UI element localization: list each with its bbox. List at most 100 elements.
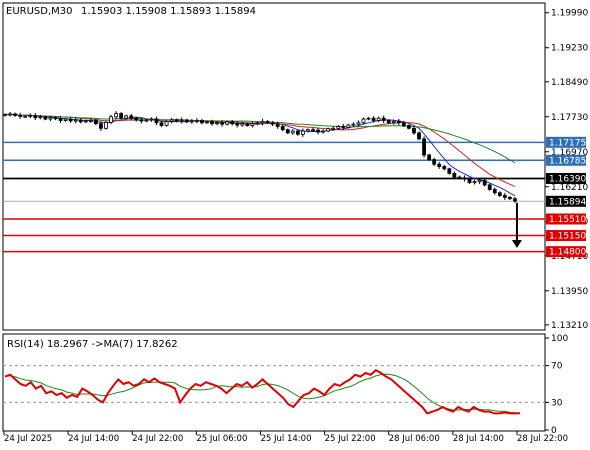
candle-body bbox=[513, 198, 517, 202]
time-axis-label: 28 Jul 06:00 bbox=[389, 434, 440, 444]
candle-body bbox=[220, 122, 225, 125]
time-axis-label: 28 Jul 22:00 bbox=[517, 434, 568, 444]
candle-body bbox=[164, 120, 169, 126]
time-axis-label: 24 Jul 14:00 bbox=[68, 434, 119, 444]
candle-body bbox=[487, 184, 492, 190]
level-label: 1.14800 bbox=[549, 248, 586, 258]
candle-body bbox=[341, 126, 346, 128]
candle-body bbox=[23, 115, 28, 118]
time-axis-label: 25 Jul 22:00 bbox=[325, 434, 376, 444]
candle-body bbox=[452, 173, 457, 178]
rsi-axis-label: 70 bbox=[551, 362, 563, 372]
level-label-box bbox=[546, 230, 586, 242]
candle-body bbox=[189, 120, 194, 123]
candle-body bbox=[18, 115, 23, 117]
candle-body bbox=[275, 123, 280, 127]
ma-slow-line bbox=[4, 113, 516, 164]
ma-fast-line bbox=[4, 113, 516, 197]
rsi-line bbox=[4, 368, 521, 415]
candle-body bbox=[154, 118, 159, 124]
candle-body bbox=[230, 121, 235, 125]
candle-body bbox=[316, 129, 320, 133]
candle-body bbox=[68, 118, 73, 122]
candle-body bbox=[295, 130, 300, 135]
rsi-panel-frame bbox=[2, 333, 546, 432]
candle-body bbox=[422, 138, 426, 156]
candle-body bbox=[200, 120, 204, 124]
candle-body bbox=[119, 113, 124, 119]
candle-body bbox=[270, 122, 275, 125]
candle-body bbox=[109, 116, 113, 123]
price-axis-label: 1.13210 bbox=[551, 321, 588, 331]
candle-body bbox=[78, 119, 83, 123]
candle-body bbox=[250, 123, 255, 126]
candle-body bbox=[427, 154, 432, 160]
candle-body bbox=[3, 114, 7, 116]
level-label-box bbox=[546, 195, 586, 207]
candle-body bbox=[174, 119, 179, 122]
rsi-axis-label: 0 bbox=[551, 426, 557, 436]
candle-body bbox=[306, 129, 310, 132]
candle-body bbox=[104, 121, 108, 129]
candle-body bbox=[48, 117, 53, 120]
candle-body bbox=[255, 122, 260, 125]
projection-arrow-head bbox=[511, 239, 522, 248]
candle-body bbox=[280, 126, 285, 131]
price-axis-label: 1.17730 bbox=[551, 113, 588, 123]
candle-body bbox=[215, 122, 219, 125]
price-axis-label: 1.18490 bbox=[551, 78, 588, 88]
price-axis-label: 1.16210 bbox=[551, 183, 588, 193]
candle-body bbox=[225, 121, 230, 125]
candle-body bbox=[184, 119, 189, 123]
candle-body bbox=[33, 115, 38, 119]
candle-body bbox=[407, 125, 411, 129]
candle-body bbox=[260, 120, 265, 124]
candle-body bbox=[311, 129, 315, 132]
candle-body bbox=[361, 118, 366, 124]
candle-body bbox=[144, 119, 149, 122]
candle-body bbox=[396, 120, 401, 124]
candle-body bbox=[376, 117, 381, 121]
price-axis-label: 1.19230 bbox=[551, 44, 588, 54]
candle-body bbox=[417, 132, 421, 140]
candle-body bbox=[351, 123, 356, 126]
candle-body bbox=[114, 113, 118, 118]
candle-body bbox=[159, 122, 164, 126]
candle-body bbox=[336, 126, 341, 129]
candle-body bbox=[88, 120, 93, 122]
candle-body bbox=[391, 120, 396, 124]
price-axis-label: 1.13950 bbox=[551, 287, 588, 297]
candle-body bbox=[326, 128, 331, 132]
time-axis-label: 24 Jul 22:00 bbox=[132, 434, 183, 444]
candle-body bbox=[38, 116, 43, 119]
candle-body bbox=[139, 119, 144, 122]
level-label-box bbox=[546, 154, 586, 166]
candle-body bbox=[63, 118, 68, 121]
price-panel-frame bbox=[2, 2, 546, 331]
candle-body bbox=[83, 120, 88, 123]
candle-body bbox=[235, 123, 240, 126]
chart-symbol: EURUSD,M30 bbox=[6, 6, 72, 17]
ma-mid-line bbox=[4, 113, 516, 188]
candle-body bbox=[53, 117, 58, 120]
candle-body bbox=[129, 115, 134, 119]
candle-body bbox=[179, 119, 184, 122]
candle-body bbox=[149, 118, 154, 121]
candle-body bbox=[442, 166, 447, 170]
candle-body bbox=[93, 120, 98, 125]
candle-body bbox=[356, 122, 361, 125]
candle-body bbox=[482, 179, 487, 186]
candle-body bbox=[457, 176, 462, 179]
candle-body bbox=[73, 119, 78, 122]
rsi-axis-label: 100 bbox=[551, 334, 568, 344]
candle-body bbox=[386, 120, 391, 124]
candle-body bbox=[194, 120, 199, 122]
candle-body bbox=[240, 123, 245, 126]
candle-body bbox=[331, 127, 336, 130]
candle-body bbox=[447, 168, 452, 174]
level-label-box bbox=[546, 213, 586, 225]
candle-body bbox=[134, 117, 139, 121]
candle-body bbox=[366, 117, 371, 120]
candle-body bbox=[205, 121, 209, 124]
level-label: 1.16390 bbox=[549, 174, 586, 184]
